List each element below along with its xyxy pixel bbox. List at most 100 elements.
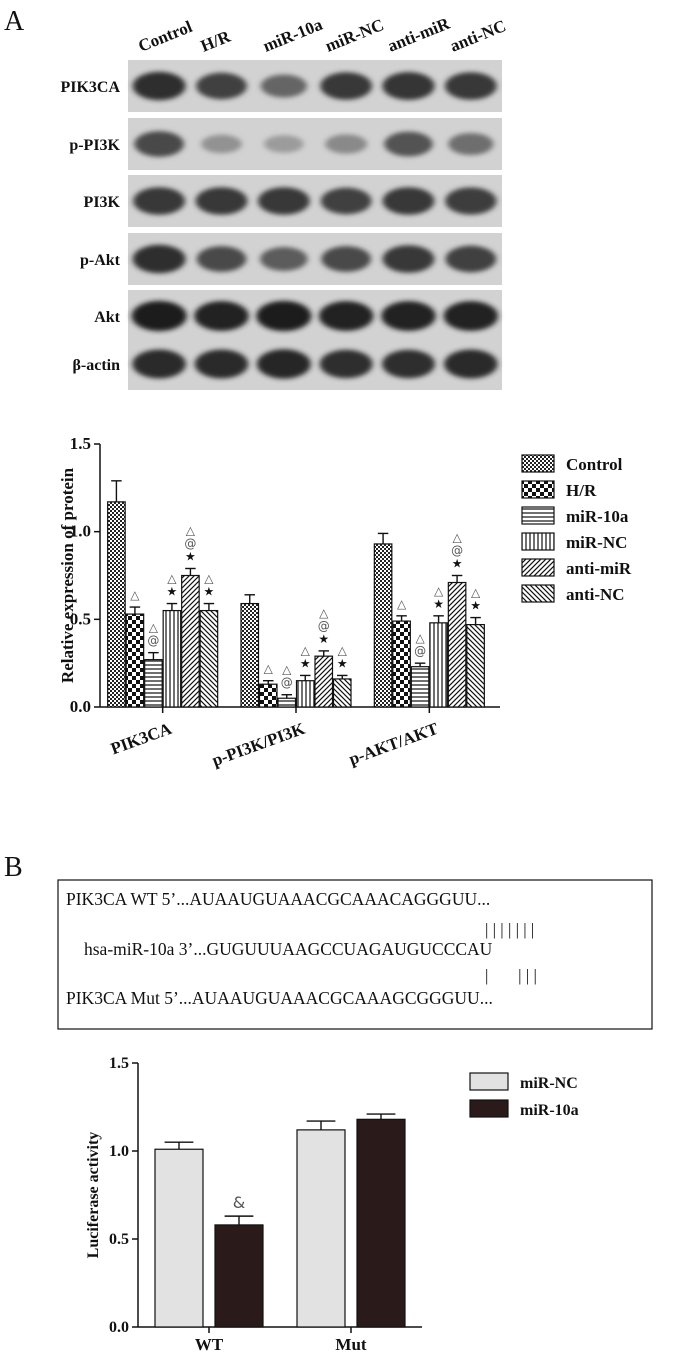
blot-strip <box>128 60 502 112</box>
blot-band <box>382 187 435 215</box>
bar <box>107 501 126 708</box>
significance-mark: @ <box>451 544 463 558</box>
bar <box>295 680 315 708</box>
blot-strip <box>128 233 502 285</box>
x-tick-label: WT <box>195 1335 224 1354</box>
blot-band <box>321 246 371 272</box>
legend-label: H/R <box>566 481 597 500</box>
significance-mark: △ <box>338 643 348 657</box>
significance-mark: ★ <box>167 585 178 599</box>
blot-band <box>325 134 368 154</box>
sequence-line-mir: hsa-miR-10a 3’...GUGUUUAAGCCUAGAUGUCCCAU <box>84 939 493 959</box>
blot-row-label: p-Akt <box>80 252 121 269</box>
significance-mark: △ <box>167 572 177 586</box>
bar <box>154 1148 204 1328</box>
blot-lane-label: H/R <box>198 26 234 55</box>
legend-swatch <box>469 1072 509 1091</box>
significance-mark: △ <box>186 523 196 537</box>
blot-row-label: p-PI3K <box>69 137 120 154</box>
bar <box>392 620 411 708</box>
sequence-box-frame <box>57 879 653 1030</box>
protein-expression-chart: 0.0 0.5 1.0 1.5 Relative expression of prote… <box>58 434 632 770</box>
legend-swatch <box>521 454 555 473</box>
significance-mark: △ <box>397 597 407 611</box>
blot-band <box>445 245 497 273</box>
bar <box>214 1224 264 1328</box>
blot-band <box>263 135 304 153</box>
x-tick-label: p-PI3K/PI3K <box>209 719 308 770</box>
legend-swatch <box>521 480 555 499</box>
bar <box>410 666 430 708</box>
significance-mark: △ <box>264 662 274 676</box>
bar <box>162 609 182 708</box>
x-tick-label: PIK3CA <box>108 719 175 759</box>
significance-mark: @ <box>414 644 426 658</box>
legend-swatch <box>521 506 555 525</box>
y-tick-label: 0.5 <box>109 1231 129 1248</box>
blot-lane-label: miR-10a <box>260 15 325 56</box>
bar <box>240 602 260 708</box>
blot-band <box>382 349 435 379</box>
significance-mark: ★ <box>185 549 196 563</box>
y-tick-label: 1.5 <box>109 1055 129 1072</box>
significance-mark: △ <box>319 606 329 620</box>
bar <box>125 613 145 708</box>
y-tick-label: 0.5 <box>70 609 91 628</box>
bar <box>181 574 200 708</box>
blot-lane-label: miR-NC <box>323 15 387 56</box>
blot-band <box>382 72 435 100</box>
pairing-lines-bottom: | | | | <box>485 966 537 985</box>
legend-label: miR-10a <box>566 507 629 526</box>
blot-band <box>381 301 436 331</box>
blot-band <box>444 349 498 379</box>
blot-band <box>194 301 249 331</box>
significance-mark: △ <box>415 631 425 645</box>
blot-band <box>260 247 308 271</box>
blot-band <box>133 187 186 215</box>
blot-strip <box>128 338 502 390</box>
panel-letter-a: A <box>4 6 25 37</box>
legend-label: Control <box>566 455 623 474</box>
significance-mark: ★ <box>204 585 215 599</box>
bar <box>199 609 219 708</box>
blot-band <box>443 301 499 331</box>
blot-row-label: β-actin <box>72 357 120 374</box>
significance-mark: ★ <box>337 656 348 670</box>
bar <box>429 622 448 708</box>
blot-strip <box>128 175 502 227</box>
bar <box>373 543 393 708</box>
significance-mark: △ <box>204 572 214 586</box>
blot-lane-label: anti-NC <box>447 16 508 56</box>
sequence-line-mut: PIK3CA Mut 5’...AUAAUGUAAACGCAAAGCGGGUU.… <box>66 988 493 1008</box>
blot-band <box>444 72 497 100</box>
x-tick-label: Mut <box>335 1335 367 1354</box>
significance-mark: △ <box>301 643 311 657</box>
blot-band <box>196 72 247 100</box>
blot-band <box>196 246 247 272</box>
blot-row-label: PI3K <box>84 194 121 211</box>
panel-letter-b: B <box>4 852 23 883</box>
blot-band <box>256 349 311 379</box>
sequence-line-wt: PIK3CA WT 5’...AUAAUGUAAACGCAAACAGGGUU..… <box>66 889 490 909</box>
legend-swatch <box>521 532 555 551</box>
significance-mark: @ <box>318 619 330 633</box>
blot-lane-label: Control <box>136 17 196 56</box>
blot-band <box>448 132 494 156</box>
blot-band <box>132 71 186 101</box>
blot-band <box>134 131 184 157</box>
bar <box>466 623 485 708</box>
y-tick-label: 1.0 <box>70 522 91 541</box>
significance-mark: ★ <box>452 557 463 571</box>
pairing-lines-top: | | | | | | | <box>485 920 534 939</box>
significance-mark: △ <box>452 531 462 545</box>
blot-band <box>320 72 373 100</box>
blot-lane-label: anti-miR <box>385 13 453 55</box>
blot-band <box>318 301 374 331</box>
legend-label: anti-miR <box>566 559 632 578</box>
significance-mark: ★ <box>470 599 481 613</box>
blot-band <box>194 349 249 379</box>
legend-swatch <box>469 1099 509 1118</box>
blot-row-label: Akt <box>94 309 120 326</box>
